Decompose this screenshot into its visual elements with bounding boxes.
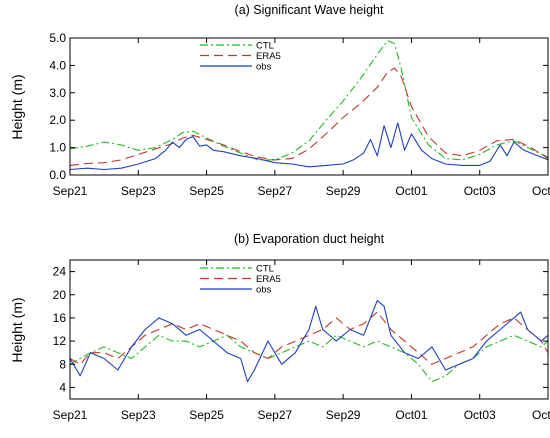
x-tick-label: Oct05 <box>532 184 550 198</box>
x-tick-label: Sep27 <box>258 184 293 198</box>
series-line-ctl <box>69 40 549 161</box>
y-tick-label: 0.0 <box>49 168 66 182</box>
legend-label-ctl: CTL <box>256 41 274 52</box>
legend-label-obs: obs <box>256 285 272 296</box>
y-tick-label: 5.0 <box>49 31 66 45</box>
x-tick-label: Sep25 <box>189 408 224 422</box>
x-tick-label: Sep25 <box>189 184 224 198</box>
y-tick-label: 2.0 <box>49 113 66 127</box>
series-layer <box>69 40 549 171</box>
series-line-ctl <box>69 334 549 383</box>
chart-title: (b) Evaporation duct height <box>234 232 385 246</box>
y-axis-label: Height (m) <box>9 297 25 362</box>
x-tick-label: Oct05 <box>532 408 550 422</box>
y-tick-label: 16 <box>53 311 67 325</box>
x-tick-label: Oct03 <box>464 408 496 422</box>
x-tick-label: Sep27 <box>258 408 293 422</box>
legend-label-era5: ERA5 <box>256 51 281 62</box>
x-tick-label: Sep23 <box>121 184 156 198</box>
plot-area <box>69 259 549 400</box>
series-line-obs <box>69 299 549 383</box>
x-tick-label: Sep21 <box>53 184 88 198</box>
panel-duct-height: (b) Evaporation duct height Height (m) S… <box>9 232 550 422</box>
y-tick-label: 4.0 <box>49 58 66 72</box>
y-tick-label: 1.0 <box>49 141 66 155</box>
series-line-era5 <box>69 311 549 365</box>
ticks-layer: Sep21 Sep23 Sep25 Sep27 Sep29 Oct01 Oct03 Oct05… <box>53 260 550 422</box>
legend-label-ctl: CTL <box>256 264 274 275</box>
legend-label-obs: obs <box>256 62 272 73</box>
legend-label-era5: ERA5 <box>256 274 281 285</box>
series-line-era5 <box>69 67 549 166</box>
y-tick-label: 24 <box>53 265 67 279</box>
chart-title: (a) Significant Wave height <box>235 3 384 17</box>
series-line-obs <box>69 122 549 171</box>
x-tick-label: Sep21 <box>53 408 88 422</box>
x-tick-label: Sep23 <box>121 408 156 422</box>
x-tick-label: Sep29 <box>326 184 361 198</box>
y-tick-label: 4 <box>59 380 66 394</box>
y-tick-label: 12 <box>53 334 67 348</box>
x-tick-label: Oct01 <box>395 408 427 422</box>
y-tick-label: 3.0 <box>49 86 66 100</box>
plot-area <box>69 37 549 176</box>
ticks-layer: Sep21 Sep23 Sep25 Sep27 Sep29 Oct01 Oct03 Oct05… <box>49 31 550 198</box>
x-tick-label: Oct03 <box>464 184 496 198</box>
x-tick-label: Sep29 <box>326 408 361 422</box>
series-layer <box>69 299 549 383</box>
x-tick-label: Oct01 <box>395 184 427 198</box>
y-axis-label: Height (m) <box>9 74 25 139</box>
y-tick-label: 20 <box>53 288 67 302</box>
y-tick-label: 8 <box>59 357 66 371</box>
panel-wave-height: (a) Significant Wave height Height (m) S… <box>9 3 550 198</box>
